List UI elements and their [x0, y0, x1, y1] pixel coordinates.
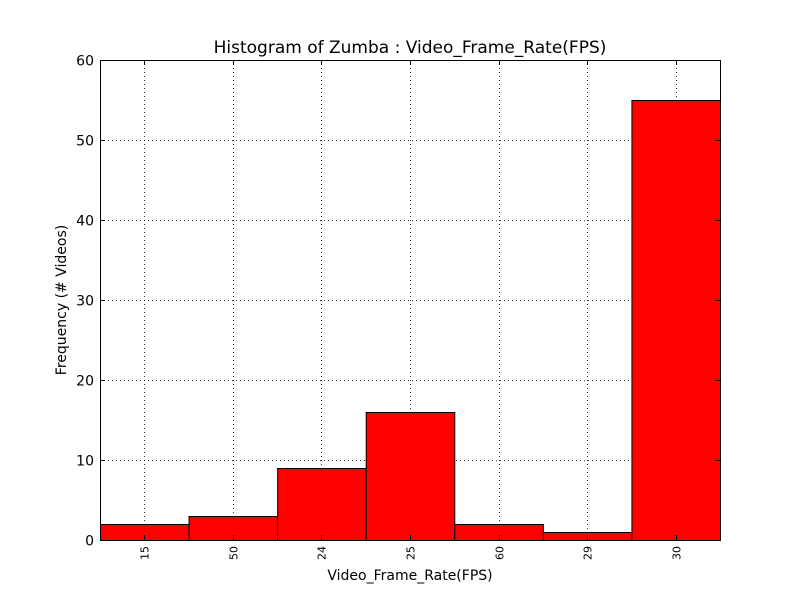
y-tick-label: 40 — [76, 214, 94, 230]
y-tick-label: 30 — [76, 294, 94, 310]
x-tick-label: 30 — [671, 546, 684, 560]
y-tick-label: 20 — [76, 374, 94, 390]
plot-frame — [100, 60, 721, 541]
x-tick-label: 24 — [316, 546, 329, 560]
bar-30 — [631, 100, 722, 541]
y-tick-label: 10 — [76, 454, 94, 470]
y-tick-labels: 0 10 20 30 40 50 60 — [76, 54, 94, 550]
y-tick-label: 0 — [85, 534, 94, 550]
bars — [100, 100, 722, 541]
x-tick-label: 15 — [139, 546, 152, 560]
bar-25 — [365, 412, 456, 541]
x-tick-label: 29 — [582, 546, 595, 560]
x-tick-label: 25 — [405, 546, 418, 560]
y-tick-label: 60 — [76, 54, 94, 70]
y-axis-label: Frequency (# Videos) — [54, 225, 70, 375]
x-axis-label: Video_Frame_Rate(FPS) — [327, 568, 492, 584]
x-tick-labels: 15 50 24 25 60 29 30 — [139, 546, 684, 560]
x-tick-label: 50 — [228, 546, 241, 560]
bar-24 — [277, 468, 367, 541]
x-tick-label: 60 — [494, 546, 507, 560]
chart-title: Histogram of Zumba : Video_Frame_Rate(FP… — [214, 38, 607, 58]
y-tick-label: 50 — [76, 134, 94, 150]
